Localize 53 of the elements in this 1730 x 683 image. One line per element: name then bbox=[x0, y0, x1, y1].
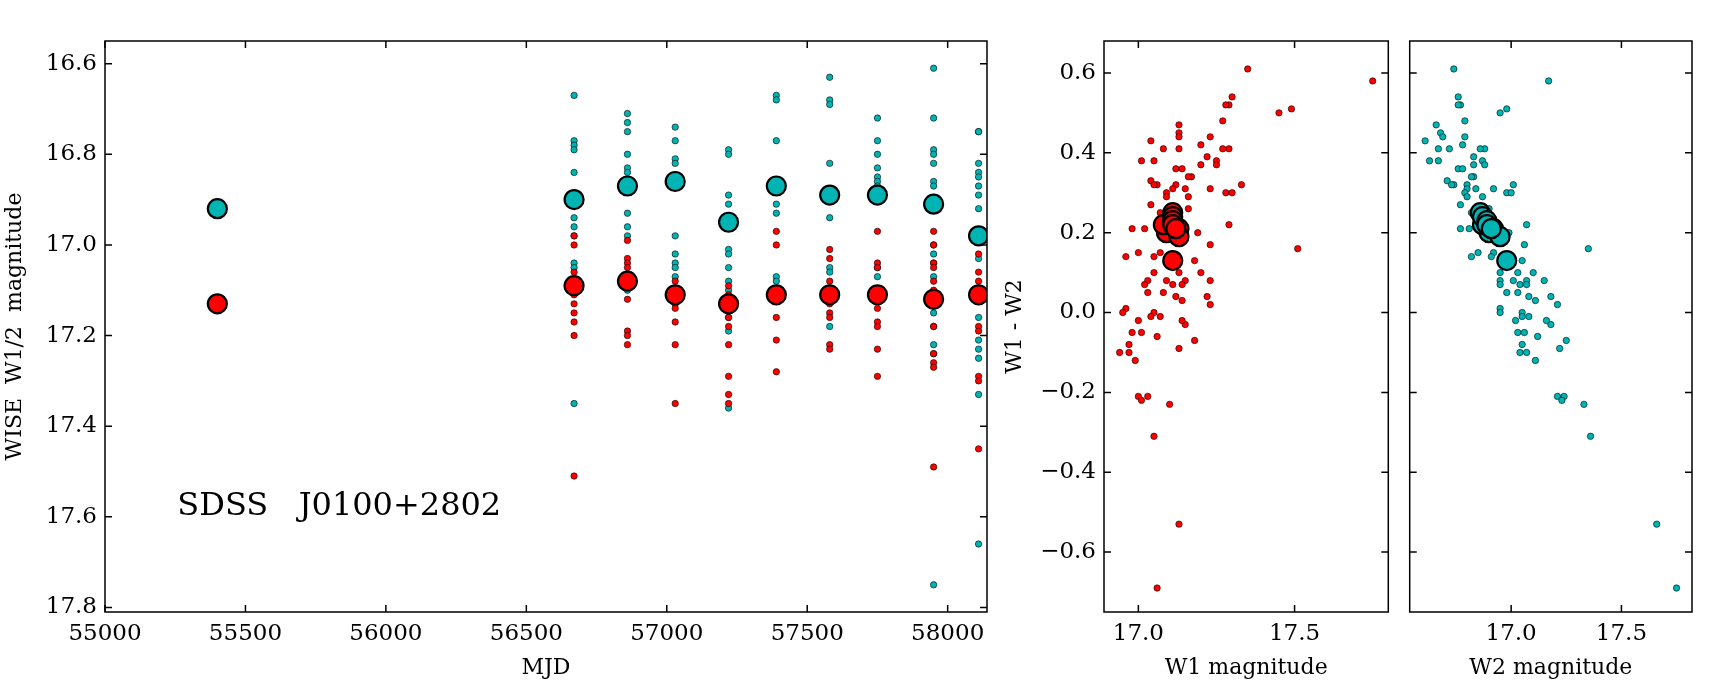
point bbox=[616, 270, 639, 292]
point bbox=[206, 198, 228, 220]
point bbox=[664, 284, 686, 306]
point bbox=[1496, 250, 1518, 272]
annotation: SDSS J0100+2802 bbox=[177, 484, 502, 523]
x-axis-title: W1 magnitude bbox=[1164, 653, 1328, 679]
x-tick-label: 57500 bbox=[770, 618, 844, 645]
point bbox=[206, 293, 228, 315]
point bbox=[563, 189, 585, 211]
y-tick-label: 17.0 bbox=[45, 229, 97, 256]
point bbox=[866, 184, 889, 206]
point bbox=[923, 288, 945, 310]
x-axis-title: W2 magnitude bbox=[1469, 653, 1633, 679]
y-tick-label: 17.4 bbox=[45, 411, 97, 438]
y-tick-label: −0.4 bbox=[1040, 457, 1096, 484]
x-tick-label: 55500 bbox=[208, 618, 283, 645]
point bbox=[765, 284, 787, 306]
point bbox=[717, 293, 740, 315]
x-tick-label: 58000 bbox=[911, 618, 985, 645]
y-tick-label: 17.8 bbox=[45, 592, 97, 619]
x-tick-label: 57000 bbox=[630, 618, 704, 645]
point bbox=[1162, 250, 1184, 272]
point bbox=[866, 284, 889, 306]
y-tick-label: 0.2 bbox=[1059, 217, 1096, 244]
point bbox=[819, 184, 841, 206]
y-tick-label: 17.2 bbox=[45, 320, 97, 347]
point bbox=[967, 284, 987, 306]
point bbox=[616, 175, 639, 197]
x-tick-label: 17.0 bbox=[1485, 618, 1537, 645]
x-tick-label: 56000 bbox=[349, 618, 423, 645]
y-tick-label: 16.6 bbox=[45, 48, 97, 75]
point bbox=[923, 193, 945, 215]
y-tick-label: −0.2 bbox=[1040, 377, 1096, 404]
y-tick-label: 0.6 bbox=[1059, 57, 1096, 84]
x-tick-label: 17.5 bbox=[1268, 618, 1321, 645]
y-tick-label: 0.4 bbox=[1059, 137, 1096, 164]
y-axis-title: WISE W1/2 magnitude bbox=[0, 192, 26, 461]
y-tick-label: 17.6 bbox=[45, 501, 97, 528]
y-axis-title: W1 - W2 bbox=[1000, 279, 1026, 374]
y-tick-label: 16.8 bbox=[45, 139, 97, 166]
point bbox=[717, 211, 740, 233]
x-tick-label: 17.5 bbox=[1595, 618, 1648, 645]
point bbox=[664, 170, 686, 193]
x-tick-label: 55000 bbox=[68, 618, 142, 645]
x-tick-label: 17.0 bbox=[1112, 618, 1164, 645]
x-tick-label: 56500 bbox=[489, 618, 563, 645]
point bbox=[563, 275, 585, 297]
point bbox=[819, 284, 841, 306]
point bbox=[967, 225, 987, 247]
y-tick-label: −0.6 bbox=[1040, 537, 1096, 564]
y-tick-label: 0.0 bbox=[1059, 297, 1096, 324]
x-axis-title: MJD bbox=[521, 653, 571, 679]
point bbox=[765, 175, 787, 197]
